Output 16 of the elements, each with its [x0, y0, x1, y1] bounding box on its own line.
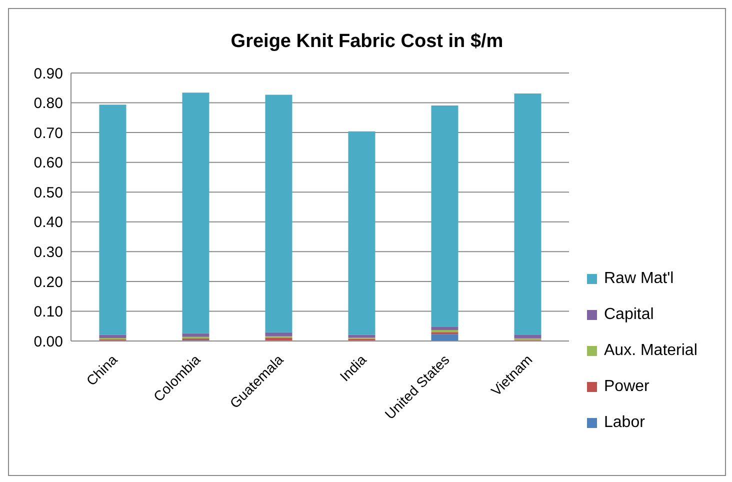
y-tick-label: 0.50 — [34, 184, 63, 202]
legend-label: Raw Mat'l — [604, 270, 674, 288]
y-tick-label: 0.20 — [34, 274, 63, 291]
y-tick-label: 0.10 — [34, 304, 63, 321]
y-tick-label: 0.70 — [34, 124, 63, 142]
legend-label: Labor — [604, 414, 645, 432]
legend-label: Aux. Material — [604, 342, 698, 360]
y-tick-label: 0.30 — [34, 244, 63, 261]
y-tick-label: 0.40 — [34, 214, 63, 232]
chart-title: Greige Knit Fabric Cost in $/m — [230, 31, 504, 54]
y-tick-label: 0.60 — [34, 154, 63, 172]
y-tick-label: 0.00 — [34, 333, 63, 350]
y-tick-label: 0.90 — [34, 65, 63, 82]
legend-label: Power — [604, 378, 650, 396]
legend-label: Capital — [604, 306, 654, 324]
y-tick-label: 0.80 — [34, 95, 63, 112]
